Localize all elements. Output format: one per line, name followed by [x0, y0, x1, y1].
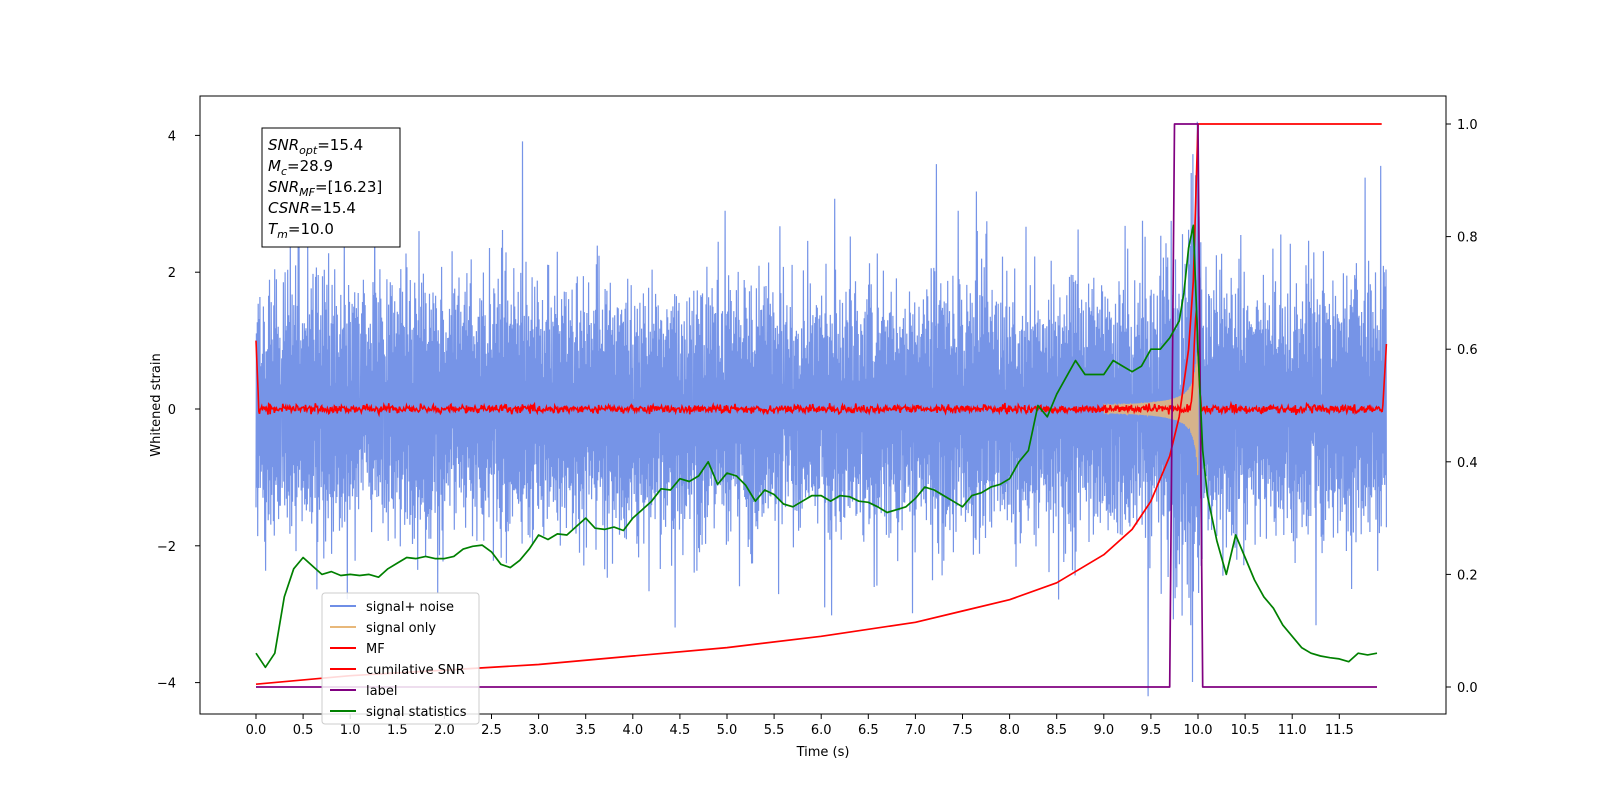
y-axis-label: Whitened strain	[149, 353, 164, 456]
x-tick-label: 0.0	[246, 723, 267, 738]
legend-label: MF	[366, 642, 385, 657]
y-axis-left: 4 2 0 −2 −4	[157, 129, 200, 692]
x-tick-label: 10.5	[1231, 723, 1260, 738]
y2-tick-label: 0.2	[1457, 568, 1478, 583]
series-label-line	[256, 123, 1377, 688]
x-axis: 0.0 0.5 1.0 1.5 2.0 2.5 3.0 3.5 4.0 4.5 5.0 5.5 6.0 6…	[246, 714, 1354, 738]
annotation-line: Mc=28.9	[268, 157, 333, 178]
y2-tick-label: 1.0	[1457, 118, 1478, 133]
y-tick-label: −2	[157, 540, 176, 555]
x-tick-label: 7.0	[905, 723, 926, 738]
annotation-line: CSNR=15.4	[268, 199, 356, 217]
legend-frame	[321, 592, 480, 725]
y-tick-label: 0	[168, 403, 176, 418]
x-tick-label: 4.5	[670, 723, 691, 738]
y2-tick-label: 0.6	[1457, 343, 1478, 358]
annotation-line: SNRMF=[16.23]	[268, 178, 382, 199]
x-tick-label: 1.0	[340, 723, 361, 738]
x-tick-label: 3.5	[575, 723, 596, 738]
x-tick-label: 10.0	[1184, 723, 1213, 738]
y-tick-label: 2	[168, 266, 176, 281]
x-tick-label: 11.5	[1325, 723, 1354, 738]
x-tick-label: 1.5	[387, 723, 408, 738]
series-signal-statistics-line	[255, 224, 1378, 669]
x-tick-label: 0.5	[293, 723, 314, 738]
annotation-box-frame	[261, 127, 401, 248]
y2-tick-label: 0.0	[1457, 681, 1478, 696]
x-tick-label: 9.0	[1093, 723, 1114, 738]
series-signal-noise-line	[255, 121, 1387, 697]
legend-label: cumilative SNR	[366, 663, 465, 678]
x-tick-label: 9.5	[1141, 723, 1162, 738]
y2-tick-label: 0.4	[1457, 456, 1478, 471]
x-tick-label: 11.0	[1278, 723, 1307, 738]
x-tick-label: 6.5	[858, 723, 879, 738]
x-axis-label: Time (s)	[796, 745, 850, 760]
x-tick-label: 2.0	[434, 723, 455, 738]
x-tick-label: 5.0	[717, 723, 738, 738]
annotation-line: Tm=10.0	[268, 220, 334, 241]
series-layer	[255, 121, 1388, 697]
plot-frame	[199, 95, 1447, 715]
legend-label: signal statistics	[366, 705, 467, 720]
y-tick-label: 4	[168, 129, 176, 144]
legend-label: label	[366, 684, 397, 699]
x-tick-label: 8.5	[1046, 723, 1067, 738]
legend: signal+ noise signal only MF cumilative SNR…	[321, 592, 480, 725]
x-tick-label: 8.0	[999, 723, 1020, 738]
series-cumulative-snr-line	[255, 123, 1382, 686]
x-tick-label: 2.5	[481, 723, 502, 738]
legend-label: signal only	[366, 621, 436, 636]
legend-label: signal+ noise	[366, 600, 454, 615]
x-tick-label: 4.0	[622, 723, 643, 738]
x-tick-label: 6.0	[811, 723, 832, 738]
annotation-box: SNRopt=15.4Mc=28.9SNRMF=[16.23]CSNR=15.4…	[261, 127, 401, 248]
annotation-line: SNRopt=15.4	[268, 136, 363, 157]
y-axis-right: 1.0 0.8 0.6 0.4 0.2 0.0	[1446, 118, 1478, 696]
x-tick-label: 7.5	[952, 723, 973, 738]
y-tick-label: −4	[157, 677, 176, 692]
x-tick-label: 5.5	[764, 723, 785, 738]
y2-tick-label: 0.8	[1457, 231, 1478, 246]
x-tick-label: 3.0	[528, 723, 549, 738]
